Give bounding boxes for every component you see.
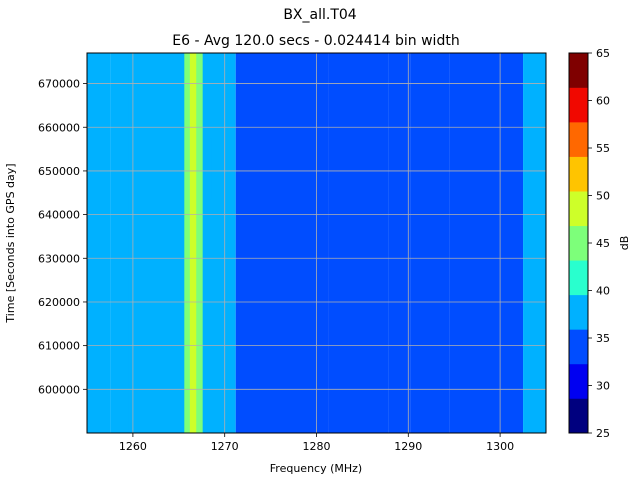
x-axis-label: Frequency (MHz) bbox=[270, 462, 362, 475]
colorbar-tick-label-2: 35 bbox=[596, 332, 610, 345]
colorbar-segment-5 bbox=[569, 225, 588, 261]
heatmap-band-0 bbox=[87, 53, 111, 433]
heatmap-band-4 bbox=[128, 53, 156, 433]
colorbar-tick-label-3: 40 bbox=[596, 285, 610, 298]
colorbar-tick-label-8: 65 bbox=[596, 47, 610, 60]
colorbar-segment-2 bbox=[569, 329, 588, 365]
heatmap-band-7 bbox=[388, 53, 411, 433]
heatmap-band-10 bbox=[523, 53, 546, 433]
colorbar-segment-8 bbox=[569, 122, 588, 157]
chart-title: BX_all.T04 bbox=[283, 7, 356, 23]
colorbar-segment-4 bbox=[569, 260, 588, 296]
colorbar-segment-7 bbox=[569, 156, 588, 192]
y-tick-label-0: 600000 bbox=[38, 383, 80, 396]
chart-subtitle: E6 - Avg 120.0 secs - 0.024414 bin width bbox=[172, 33, 459, 49]
colorbar-tick-label-0: 25 bbox=[596, 427, 610, 440]
colorbar-tick-label-4: 45 bbox=[596, 237, 610, 250]
y-tick-label-2: 620000 bbox=[38, 296, 80, 309]
colorbar: 25 30 35 40 45 50 55 60 65 bbox=[568, 47, 610, 440]
y-tick-label-4: 640000 bbox=[38, 209, 80, 222]
colorbar-segment-10 bbox=[569, 53, 588, 88]
colorbar-segment-6 bbox=[569, 191, 588, 227]
x-tick-label-0: 1260 bbox=[119, 440, 147, 453]
colorbar-tick-label-6: 55 bbox=[596, 142, 610, 155]
colorbar-segment-9 bbox=[569, 87, 588, 123]
y-tick-label-3: 630000 bbox=[38, 252, 80, 265]
heatmap-band-6 bbox=[328, 53, 389, 433]
x-tick-label-4: 1300 bbox=[486, 440, 514, 453]
colorbar-tick-label-5: 50 bbox=[596, 190, 610, 203]
heatmap-feature-0 bbox=[209, 138, 212, 200]
plot-area bbox=[86, 52, 547, 434]
colorbar-tick-label-7: 60 bbox=[596, 95, 610, 108]
colorbar-tick-label-1: 30 bbox=[596, 380, 610, 393]
heatmap-band-3 bbox=[189, 53, 197, 433]
heatmap-band-9 bbox=[449, 53, 524, 433]
x-tick-label-1: 1270 bbox=[211, 440, 239, 453]
colorbar-label: dB bbox=[618, 236, 631, 251]
y-axis-label: Time [Seconds into GPS day] bbox=[4, 163, 17, 323]
x-tick-label-2: 1280 bbox=[303, 440, 331, 453]
x-tick-label-3: 1290 bbox=[394, 440, 422, 453]
y-tick-label-5: 650000 bbox=[38, 165, 80, 178]
y-axis-ticks: 600000 610000 620000 630000 640000 650000 6600… bbox=[38, 78, 87, 396]
colorbar-segment-1 bbox=[569, 363, 588, 399]
y-tick-label-7: 670000 bbox=[38, 78, 80, 91]
x-axis-ticks: 1260 1270 1280 1290 1300 bbox=[119, 433, 514, 453]
y-tick-label-6: 660000 bbox=[38, 121, 80, 134]
colorbar-segment-0 bbox=[569, 398, 588, 434]
heatmap-band-5 bbox=[235, 53, 329, 433]
heatmap-band-8 bbox=[410, 53, 450, 433]
y-tick-label-1: 610000 bbox=[38, 340, 80, 353]
colorbar-segment-3 bbox=[569, 294, 588, 330]
